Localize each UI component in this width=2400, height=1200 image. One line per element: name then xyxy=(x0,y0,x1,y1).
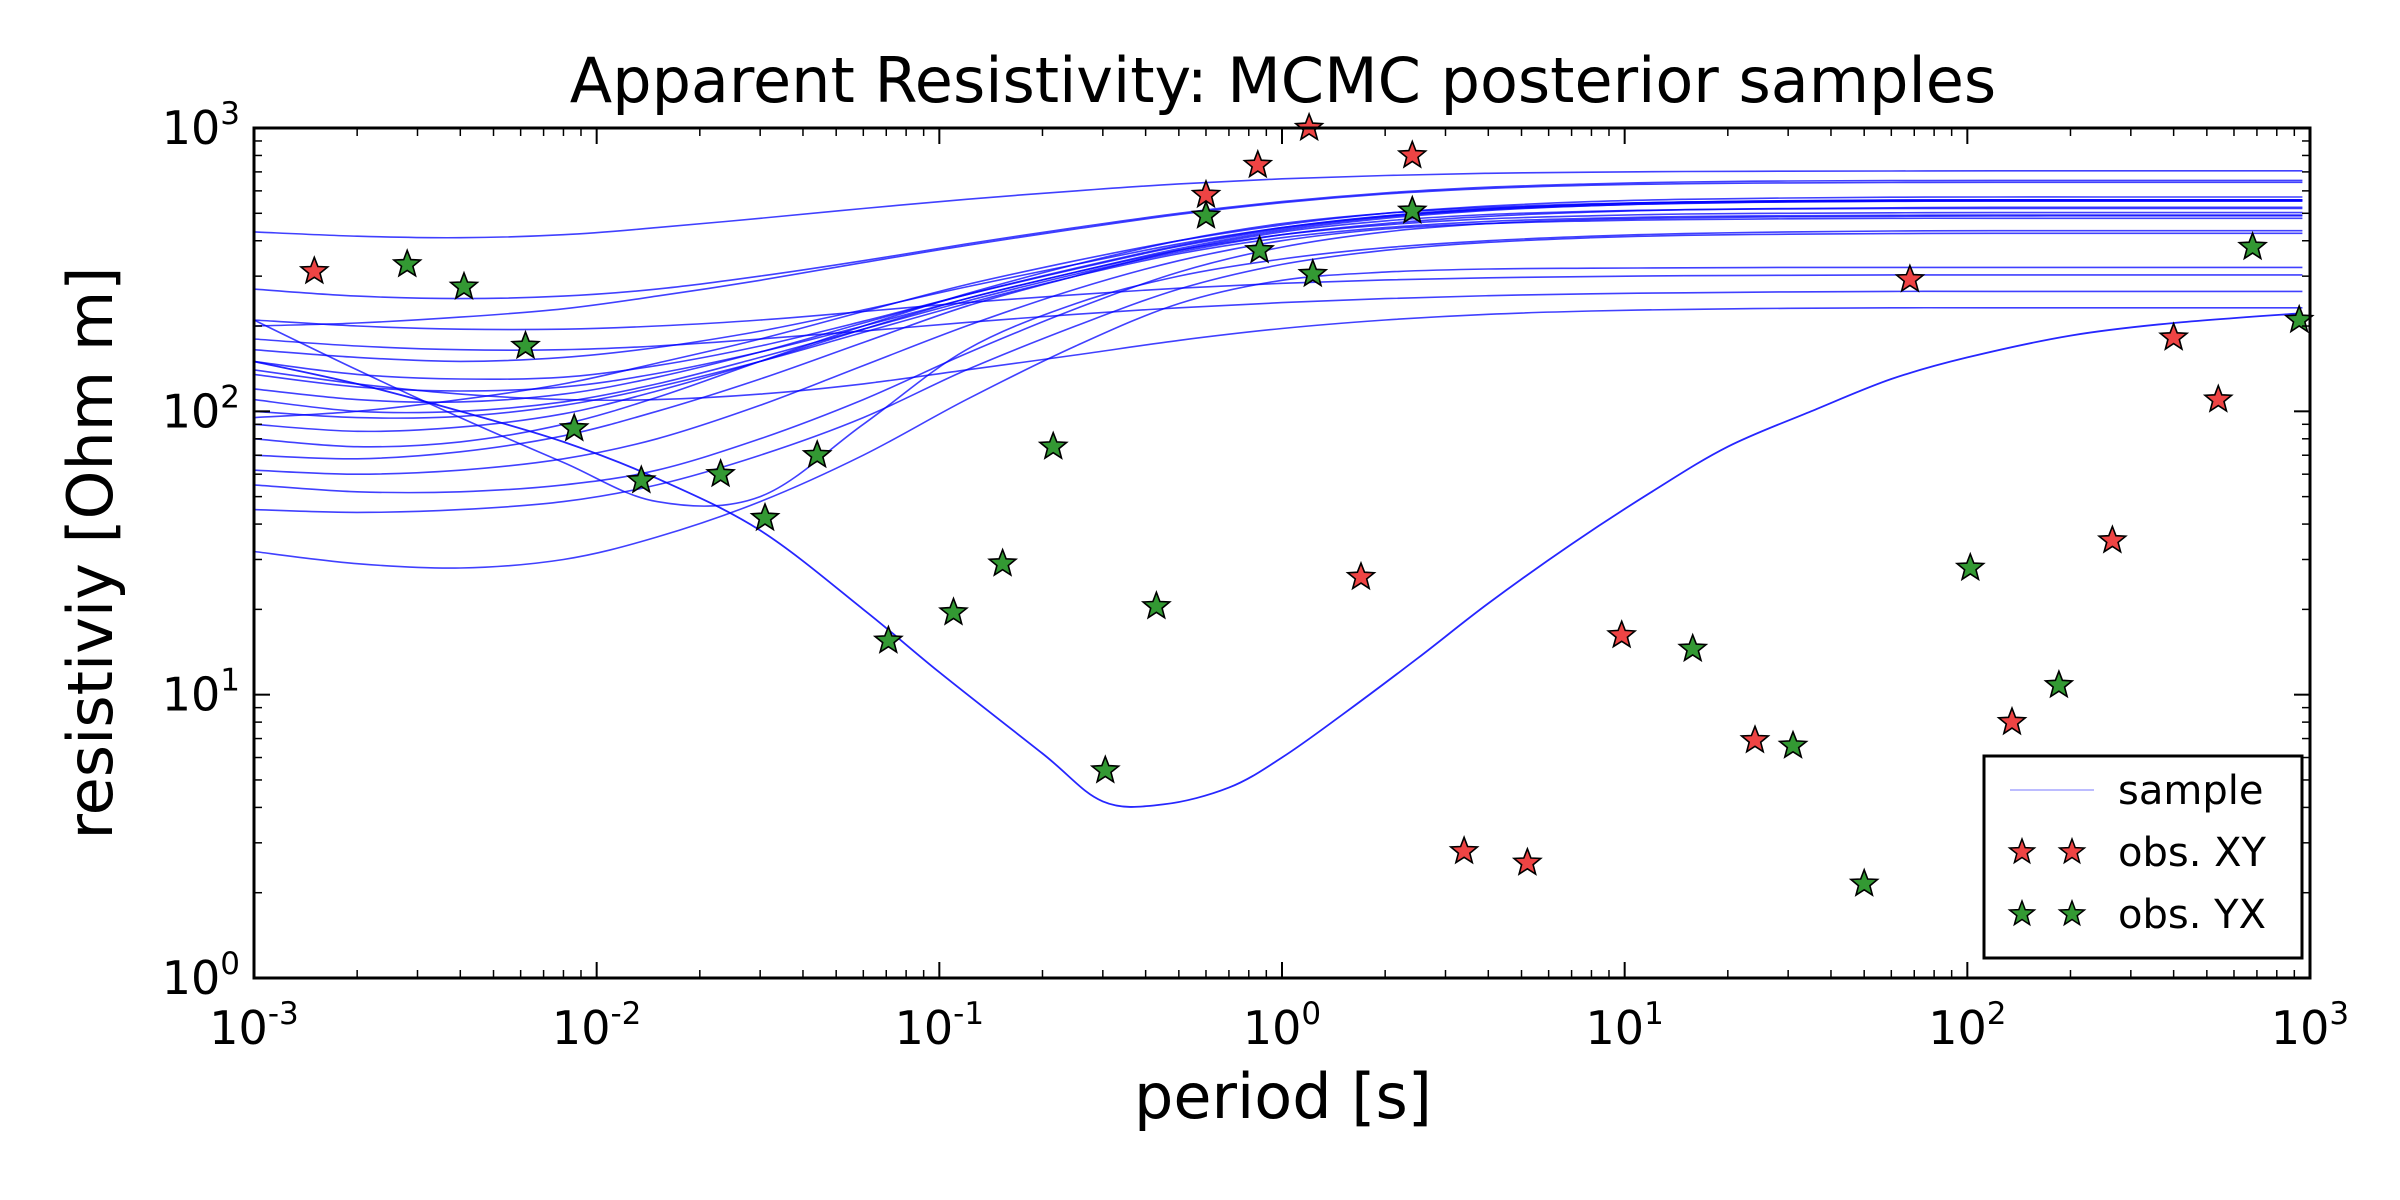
obs-xy-point xyxy=(298,255,330,285)
obs-xy-point xyxy=(1511,846,1543,876)
x-tick-label: 10-1 xyxy=(895,996,984,1055)
obs-xy-point xyxy=(1242,148,1274,179)
x-tick-label: 102 xyxy=(1928,996,2006,1055)
plot-area xyxy=(254,111,2315,897)
sample-curve-14 xyxy=(254,181,2303,327)
sample-curve-5 xyxy=(254,199,2303,448)
legend-label: obs. YX xyxy=(2118,892,2266,938)
sample-curve-8 xyxy=(254,206,2303,414)
legend-item: obs. YX xyxy=(2007,892,2266,938)
obs-xy-point xyxy=(2158,321,2190,351)
legend-label: sample xyxy=(2118,768,2263,814)
obs-yx-point xyxy=(510,329,541,360)
obs-xy-point xyxy=(1894,263,1926,293)
sample-curve-3 xyxy=(254,217,2303,476)
obs-xy-point xyxy=(1739,724,1771,754)
sample-curve-6 xyxy=(254,211,2303,433)
legend-label: obs. XY xyxy=(2118,830,2267,876)
sample-curve-19 xyxy=(254,306,2303,402)
obs-yx-point xyxy=(1190,199,1222,229)
axis-ticks: 10-3 10-2 10-1 100 101 102 103 100 101 102 103 xyxy=(162,96,2349,1055)
legend-item: sample xyxy=(2010,768,2263,814)
y-tick-label: 101 xyxy=(162,663,240,722)
sample-curve-4 xyxy=(254,207,2303,460)
obs-yx-point xyxy=(625,464,657,494)
obs-yx-point xyxy=(1140,590,1172,620)
obs-yx-point xyxy=(987,547,1019,577)
x-tick-label: 100 xyxy=(1243,996,1321,1055)
obs-yx-point xyxy=(801,438,833,469)
legend-star-swatch xyxy=(2057,836,2087,865)
obs-yx-point xyxy=(2237,230,2269,261)
x-axis-label: period [s] xyxy=(1134,1060,1432,1133)
obs-yx-point xyxy=(1777,729,1809,759)
chart-title: Apparent Resistivity: MCMC posterior sam… xyxy=(570,44,1996,117)
obs-xy-point xyxy=(2096,524,2128,554)
obs-xy-point xyxy=(2202,383,2234,413)
legend-box xyxy=(1982,754,2304,960)
obs-yx-point xyxy=(2043,668,2075,699)
obs-xy-point xyxy=(1396,139,1428,169)
legend: sample obs. XY obs. YX xyxy=(1982,754,2304,960)
obs-yx-point xyxy=(558,412,590,442)
obs-xy-point xyxy=(1606,619,1638,649)
obs-yx-point xyxy=(1037,430,1069,460)
sample-curve-11 xyxy=(254,200,2303,381)
sample-curve-17 xyxy=(254,290,2303,351)
x-tick-label: 103 xyxy=(2271,996,2349,1055)
x-tick-label: 10-3 xyxy=(209,996,298,1055)
obs-yx-point xyxy=(938,596,969,626)
obs-yx-point xyxy=(1297,257,1329,288)
sample-curve-16 xyxy=(254,169,2303,239)
sample-curve-20 xyxy=(254,229,2303,507)
sample-curve-18 xyxy=(254,274,2303,331)
obs-yx-point xyxy=(872,624,904,654)
sample-curve-2 xyxy=(254,214,2303,494)
y-tick-label: 102 xyxy=(162,379,240,438)
obs-xy-point xyxy=(1345,560,1377,591)
y-tick-label: 103 xyxy=(162,96,240,155)
legend-star-swatch xyxy=(2007,836,2037,865)
y-axis-label: resistiviy [Ohm m] xyxy=(54,267,127,840)
obs-xy-point xyxy=(1448,835,1480,865)
sample-curve-13 xyxy=(254,196,2303,419)
y-tick-label: 100 xyxy=(162,946,240,1005)
obs-xy-point xyxy=(1996,705,2028,736)
x-tick-label: 101 xyxy=(1586,996,1664,1055)
x-tick-label: 10-2 xyxy=(552,996,641,1055)
sample-curve-15 xyxy=(254,179,2303,300)
obs-yx-point xyxy=(1677,632,1709,663)
obs-yx-point xyxy=(1089,754,1121,784)
obs-yx-point xyxy=(391,248,423,278)
legend-item: obs. XY xyxy=(2007,830,2267,876)
obs-yx-point xyxy=(705,457,737,488)
obs-yx-point xyxy=(749,501,781,532)
sample-curve-12 xyxy=(254,198,2303,363)
legend-star-swatch xyxy=(2007,898,2037,927)
obs-yx-point xyxy=(1396,194,1428,224)
legend-star-swatch xyxy=(2057,898,2087,927)
obs-yx-point xyxy=(448,270,480,300)
obs-yx-point xyxy=(1954,551,1986,582)
sample-curve-1 xyxy=(254,232,2303,514)
sample-curve-0 xyxy=(254,266,2303,569)
obs-yx-point xyxy=(1244,234,1276,264)
obs-yx-point xyxy=(1848,867,1880,897)
